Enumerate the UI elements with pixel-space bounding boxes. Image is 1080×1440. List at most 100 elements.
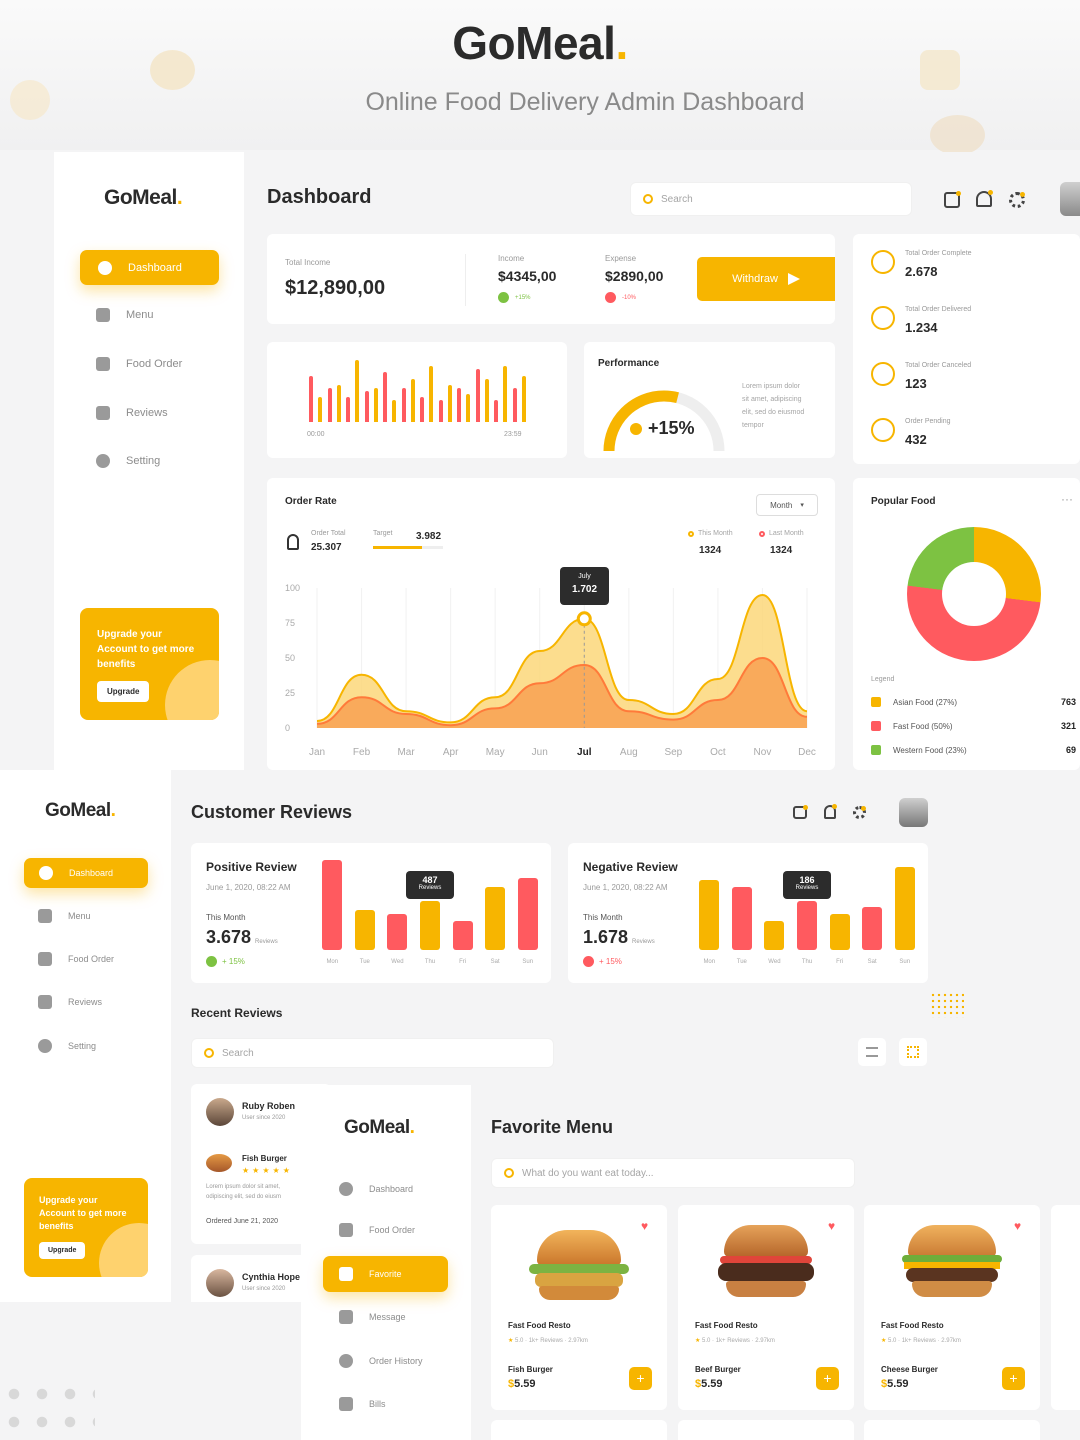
dashboard-icon <box>39 866 53 880</box>
nav-setting[interactable]: Setting <box>24 1031 96 1061</box>
food-card-partial[interactable] <box>1051 1205 1080 1410</box>
review-bar <box>485 887 506 950</box>
list-view-button[interactable] <box>858 1038 886 1066</box>
order-stat-label: Total Order Canceled <box>905 362 972 369</box>
dish-name: Fish Burger <box>242 1154 287 1163</box>
avatar[interactable] <box>1060 182 1080 216</box>
message-badge <box>956 191 961 196</box>
upgrade-text: Upgrade your Account to get more benefit… <box>97 627 194 672</box>
upgrade-button[interactable]: Upgrade <box>97 681 150 702</box>
add-to-cart-button[interactable]: + <box>1002 1367 1025 1390</box>
nav-food-order[interactable]: Food Order <box>80 346 182 381</box>
nav-food-order[interactable]: Food Order <box>323 1215 415 1245</box>
search-input[interactable]: Search <box>630 182 912 216</box>
hourly-bar <box>327 387 332 422</box>
avatar <box>206 1098 234 1126</box>
nav-label: Reviews <box>126 406 168 419</box>
review-bar <box>731 887 752 950</box>
legend-row-fast: Fast Food (50%) 321 <box>871 721 1076 731</box>
income-label: Income <box>498 254 525 263</box>
food-card[interactable]: ♥ Fast Food Resto ★ 5.0 · 1k+ Reviews · … <box>678 1205 854 1410</box>
nav-order-history[interactable]: Order History <box>323 1346 423 1376</box>
favorite-search-input[interactable]: What do you want eat today... <box>491 1158 855 1188</box>
heart-icon[interactable]: ♥ <box>828 1219 836 1233</box>
nav-reviews[interactable]: Reviews <box>24 987 102 1017</box>
target-progress-fill <box>373 546 422 549</box>
message-icon[interactable] <box>944 191 961 208</box>
reviews-search-input[interactable]: Search <box>191 1038 554 1068</box>
reviews-icon <box>38 995 52 1009</box>
currency: $ <box>695 1378 702 1390</box>
negative-change-text: + 15% <box>599 957 622 966</box>
nav-setting[interactable]: Setting <box>80 443 160 478</box>
nav-menu[interactable]: Menu <box>24 901 91 931</box>
heart-icon[interactable]: ♥ <box>641 1219 649 1233</box>
add-to-cart-button[interactable]: + <box>629 1367 652 1390</box>
nav-message[interactable]: Message <box>323 1302 406 1332</box>
bell-icon[interactable] <box>976 190 993 207</box>
nav-dashboard[interactable]: Dashboard <box>323 1174 413 1204</box>
favorite-screen: GoMeal. Dashboard Food Order Favorite Me… <box>301 1085 1080 1440</box>
order-stat-label: Total Order Delivered <box>905 306 972 313</box>
series-area <box>317 595 807 728</box>
negative-review-card: Negative Review June 1, 2020, 08:22 AM T… <box>568 843 928 983</box>
reviews-sidebar-brand: GoMeal. <box>45 800 116 822</box>
avatar[interactable] <box>899 798 928 827</box>
pending-icon <box>871 418 895 442</box>
order-rate-card: Order Rate Month ▾ Order Total 25.307 Tar… <box>267 478 835 770</box>
dashboard-sidebar: GoMeal. Dashboard Menu Food Order Review… <box>54 152 244 770</box>
grid-view-button[interactable] <box>899 1038 927 1066</box>
up-arrow-icon <box>498 292 509 303</box>
review-bar <box>387 914 408 950</box>
x-tick-label: Feb <box>353 747 371 758</box>
x-tick-label: May <box>486 747 505 758</box>
gear-icon[interactable] <box>1009 192 1025 208</box>
gear-icon[interactable] <box>853 806 866 819</box>
nav-dashboard[interactable]: Dashboard <box>80 250 219 285</box>
order-stat-value: 123 <box>905 376 927 391</box>
day-label: Thu <box>424 959 436 965</box>
burger-cheese <box>904 1262 1000 1269</box>
heart-icon[interactable]: ♥ <box>1014 1219 1022 1233</box>
period-select[interactable]: Month ▾ <box>756 494 818 516</box>
grid-icon <box>907 1046 919 1058</box>
burger-bun-top <box>908 1225 996 1257</box>
nav-dashboard[interactable]: Dashboard <box>24 858 148 888</box>
this-month-value: 1324 <box>699 545 722 556</box>
hero-subtitle: Online Food Delivery Admin Dashboard <box>365 88 805 116</box>
food-card[interactable]: ♥ Fast Food Resto ★ 5.0 · 1k+ Reviews · … <box>491 1205 667 1410</box>
add-to-cart-button[interactable]: + <box>816 1367 839 1390</box>
negative-tooltip: 186 Reviews <box>783 871 831 899</box>
legend-label: Western Food (23%) <box>893 745 967 755</box>
nav-food-order[interactable]: Food Order <box>24 944 114 974</box>
hero-food-bg-3 <box>930 115 985 155</box>
nav-label: Dashboard <box>128 261 182 274</box>
message-icon[interactable] <box>793 805 808 819</box>
nav-label: Menu <box>68 911 91 921</box>
nav-reviews[interactable]: Reviews <box>80 395 168 430</box>
food-card[interactable]: ♥ Fast Food Resto ★ 5.0 · 1k+ Reviews · … <box>864 1205 1040 1410</box>
target-progress <box>373 546 443 549</box>
food-order-icon <box>38 952 52 966</box>
upgrade-button[interactable]: Upgrade <box>39 1242 86 1259</box>
nav-favorite[interactable]: Favorite <box>323 1256 448 1292</box>
check-icon <box>871 250 895 274</box>
favorite-icon <box>339 1267 353 1281</box>
day-label: Sat <box>867 959 877 965</box>
hourly-bar <box>512 387 517 422</box>
x-tick-label: Nov <box>754 747 772 758</box>
negative-title: Negative Review <box>583 860 678 874</box>
review-bar <box>829 914 850 950</box>
reviews-title: Customer Reviews <box>191 802 353 822</box>
resto-meta: ★ 5.0 · 1k+ Reviews · 2.97km <box>508 1337 588 1344</box>
highlight-point[interactable] <box>576 611 592 627</box>
y-tick-label: 50 <box>285 653 295 663</box>
withdraw-button[interactable]: Withdraw <box>697 257 835 301</box>
bell-icon[interactable] <box>824 804 837 819</box>
food-order-icon <box>96 356 110 371</box>
nav-menu[interactable]: Menu <box>80 297 154 332</box>
nav-bills[interactable]: Bills <box>323 1389 386 1419</box>
hourly-chart-card: 00:00 23:59 <box>267 342 567 458</box>
popular-food-card: Popular Food ··· Legend Asian Food (27%)… <box>853 478 1080 770</box>
more-icon[interactable]: ··· <box>1061 492 1073 506</box>
